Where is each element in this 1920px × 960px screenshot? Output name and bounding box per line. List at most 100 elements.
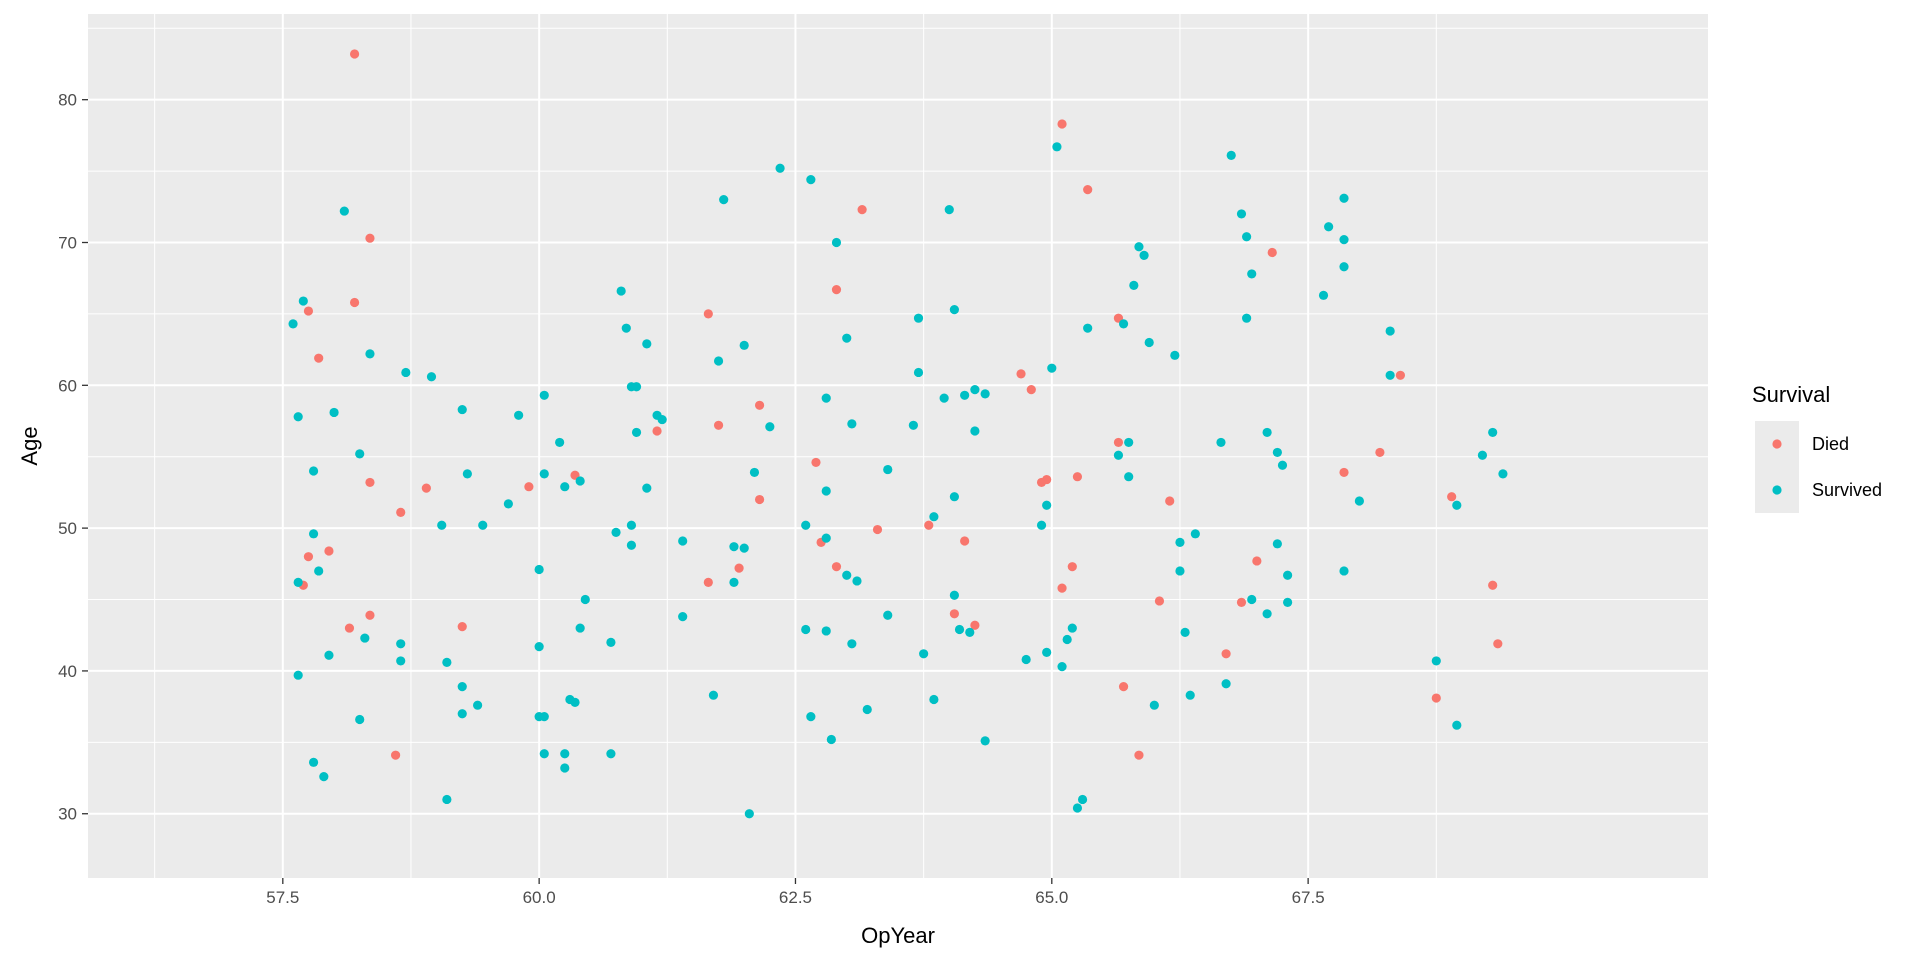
survived-point-118 (1062, 634, 1072, 645)
died-point-28 (857, 205, 867, 215)
died-point-22 (734, 563, 744, 573)
y-tick-label-2: 50 (58, 519, 77, 538)
survived-point-125 (1124, 437, 1134, 448)
survived-point-62 (678, 536, 688, 546)
died-point-21 (754, 400, 765, 410)
x-tick-label-0: 57.5 (266, 888, 299, 907)
survived-point-96 (919, 649, 929, 659)
died-point-6 (324, 546, 334, 556)
survived-point-76 (801, 624, 811, 635)
survived-point-161 (1385, 370, 1395, 380)
survived-point-38 (539, 749, 549, 759)
survived-point-24 (457, 404, 467, 415)
survived-point-143 (1242, 313, 1252, 323)
died-point-54 (1375, 447, 1385, 458)
died-point-52 (1267, 247, 1277, 258)
survived-point-69 (739, 340, 749, 350)
survived-point-61 (657, 414, 667, 425)
died-point-40 (1072, 472, 1083, 482)
survived-point-124 (1118, 319, 1129, 329)
survived-point-71 (744, 809, 754, 819)
died-point-37 (1042, 474, 1052, 485)
survived-point-88 (852, 576, 862, 586)
died-point-20 (703, 577, 713, 587)
survived-point-117 (1057, 662, 1067, 672)
survived-point-121 (1077, 794, 1088, 805)
survived-point-162 (1431, 656, 1441, 666)
survived-point-32 (534, 642, 544, 652)
survived-point-0 (288, 319, 298, 329)
survived-point-9 (319, 772, 329, 782)
survived-point-52 (621, 323, 631, 333)
died-point-5 (365, 477, 375, 488)
y-tick-label-3: 60 (58, 376, 77, 395)
legend-swatch-survived (1772, 485, 1782, 495)
died-point-51 (1252, 556, 1262, 566)
survived-point-20 (426, 372, 437, 382)
survived-point-57 (631, 427, 642, 438)
survived-point-111 (1021, 654, 1031, 665)
survived-point-97 (929, 512, 939, 522)
survived-point-132 (1170, 350, 1180, 360)
survived-point-28 (473, 700, 483, 710)
survived-point-126 (1124, 472, 1134, 482)
survived-point-153 (1318, 290, 1329, 300)
survived-point-75 (801, 520, 811, 530)
survived-point-155 (1339, 193, 1349, 203)
survived-point-34 (539, 390, 549, 400)
survived-point-108 (970, 426, 980, 436)
survived-point-131 (1149, 700, 1159, 710)
survived-point-156 (1339, 235, 1349, 245)
survived-point-94 (913, 313, 924, 323)
survived-point-49 (606, 749, 616, 759)
legend: Survival Died Survived (1752, 382, 1882, 513)
survived-point-44 (570, 697, 580, 707)
died-point-56 (1431, 693, 1441, 703)
survived-point-164 (1452, 720, 1462, 730)
survived-point-26 (457, 709, 467, 719)
died-point-19 (713, 420, 724, 430)
survived-point-137 (1190, 529, 1200, 539)
survived-point-6 (293, 577, 303, 587)
died-point-59 (1493, 639, 1503, 649)
survived-point-127 (1129, 280, 1139, 290)
survived-point-1 (298, 296, 308, 306)
survived-point-74 (775, 163, 785, 173)
survived-point-53 (626, 520, 637, 530)
survived-point-130 (1144, 337, 1154, 348)
survived-point-77 (806, 175, 816, 185)
died-point-50 (1236, 597, 1247, 607)
died-point-33 (970, 620, 980, 630)
survived-point-123 (1113, 450, 1124, 460)
died-point-53 (1339, 467, 1349, 478)
legend-items: Died Survived (1755, 421, 1882, 513)
survived-point-147 (1262, 609, 1272, 619)
survived-point-134 (1175, 566, 1185, 576)
died-point-1 (365, 233, 375, 243)
died-point-46 (1134, 750, 1144, 760)
died-point-47 (1154, 596, 1165, 606)
died-point-7 (303, 552, 314, 562)
x-tick-label-1: 60.0 (523, 888, 556, 907)
survived-point-100 (944, 205, 954, 215)
died-point-55 (1395, 370, 1406, 380)
survived-point-23 (442, 794, 452, 805)
survived-point-17 (396, 656, 406, 666)
survived-point-151 (1283, 570, 1293, 580)
survived-point-150 (1277, 460, 1288, 470)
survived-point-4 (308, 529, 319, 539)
survived-point-152 (1283, 597, 1293, 607)
survived-point-167 (1498, 469, 1508, 479)
died-point-23 (754, 494, 765, 505)
survived-point-135 (1180, 627, 1190, 637)
survived-point-59 (642, 339, 652, 349)
died-point-30 (924, 520, 934, 530)
survived-point-48 (606, 637, 616, 647)
survived-point-112 (1036, 520, 1047, 530)
died-point-9 (344, 623, 355, 633)
died-point-31 (949, 609, 959, 619)
survived-point-89 (847, 639, 857, 649)
survived-point-50 (611, 527, 621, 538)
died-point-41 (1067, 562, 1077, 572)
died-point-42 (1057, 583, 1067, 593)
